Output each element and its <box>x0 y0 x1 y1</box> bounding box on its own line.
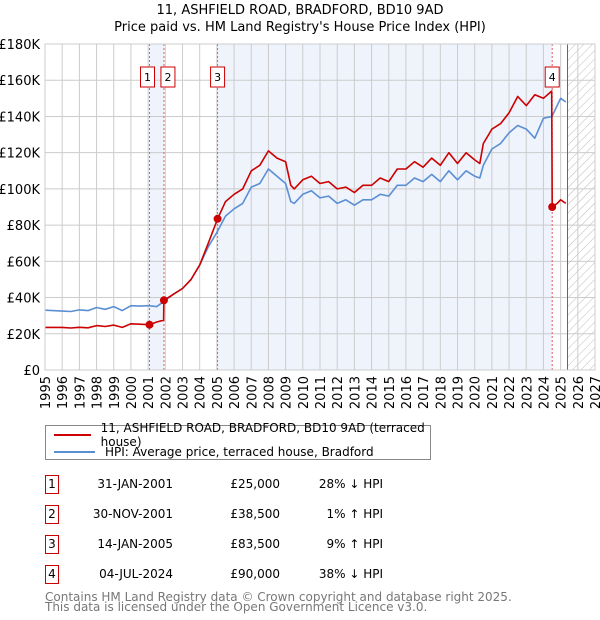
x-tick-label: 2025 <box>555 376 570 409</box>
sale-label: 2 <box>164 71 171 84</box>
sale-label: 4 <box>549 71 556 84</box>
y-tick-label: £40K <box>7 292 41 307</box>
transaction-date: 30-NOV-2001 <box>92 507 173 521</box>
legend-item-hpi: HPI: Average price, terraced house, Brad… <box>54 444 374 460</box>
legend-label-property: 11, ASHFIELD ROAD, BRADFORD, BD10 9AD (t… <box>100 421 425 449</box>
sale-label-box <box>140 66 155 88</box>
x-tick-label: 1998 <box>91 376 106 409</box>
x-tick-label: 2014 <box>366 376 381 409</box>
legend-item-property: 11, ASHFIELD ROAD, BRADFORD, BD10 9AD (t… <box>54 421 430 449</box>
sale-point <box>548 203 557 211</box>
x-tick-label: 2016 <box>400 376 415 409</box>
transaction-row: 2 30-NOV-2001 £38,500 1% ↑ HPI <box>45 505 445 525</box>
sale-period-shade <box>217 44 553 370</box>
x-tick-label: 1996 <box>56 376 71 409</box>
x-tick-label: 2003 <box>177 376 192 409</box>
transaction-price: £90,000 <box>230 567 280 581</box>
transaction-row: 3 14-JAN-2005 £83,500 9% ↑ HPI <box>45 535 445 555</box>
y-tick-label: £60K <box>7 255 41 270</box>
forecast-hatch <box>567 44 595 370</box>
legend-swatch-property <box>54 434 91 436</box>
x-tick-label: 1997 <box>73 376 88 409</box>
x-tick-label: 2027 <box>589 376 600 409</box>
transaction-hpi-diff: 28% ↓ HPI <box>318 477 383 491</box>
footer-licence: This data is licensed under the Open Gov… <box>45 600 428 614</box>
legend-label-hpi: HPI: Average price, terraced house, Brad… <box>105 445 374 459</box>
sale-point <box>145 320 154 329</box>
y-tick-label: £0 <box>23 364 40 379</box>
x-tick-label: 2023 <box>520 376 535 409</box>
price-chart: 1 2 3 4 £0 £20K £40K £60K £80K £100K £120K £140K £16… <box>0 38 600 409</box>
transaction-hpi-diff: 38% ↓ HPI <box>318 567 383 581</box>
x-tick-label: 2005 <box>211 376 226 409</box>
transaction-price: £25,000 <box>230 477 280 491</box>
sale-label: 3 <box>214 71 221 84</box>
x-tick-label: 2013 <box>348 376 363 409</box>
x-tick-label: 2010 <box>297 376 312 409</box>
x-tick-label: 2009 <box>280 376 295 409</box>
transaction-number: 2 <box>45 505 59 524</box>
chart-subtitle: Price paid vs. HM Land Registry's House … <box>114 20 486 35</box>
transaction-row: 4 04-JUL-2024 £90,000 38% ↓ HPI <box>45 565 445 585</box>
transaction-date: 14-JAN-2005 <box>97 537 173 551</box>
y-tick-label: £140K <box>0 110 40 125</box>
y-tick-label: £80K <box>7 219 41 234</box>
transaction-row: 1 31-JAN-2001 £25,000 28% ↓ HPI <box>45 475 445 495</box>
sale-label-box <box>160 66 176 88</box>
plot-border <box>44 43 596 371</box>
y-tick-label: £20K <box>7 328 41 343</box>
x-tick-label: 2006 <box>228 376 243 409</box>
chart-title: 11, ASHFIELD ROAD, BRADFORD, BD10 9AD <box>156 3 444 18</box>
x-tick-label: 2026 <box>572 376 587 409</box>
transaction-number: 1 <box>45 475 59 494</box>
x-tick-label: 2004 <box>194 376 209 409</box>
footer-copyright: Contains HM Land Registry data © Crown c… <box>45 590 512 604</box>
transaction-date: 31-JAN-2001 <box>97 477 173 491</box>
x-tick-label: 2022 <box>503 376 518 409</box>
y-tick-label: £100K <box>0 183 40 198</box>
transaction-price: £83,500 <box>230 537 280 551</box>
legend: 11, ASHFIELD ROAD, BRADFORD, BD10 9AD (t… <box>45 421 431 460</box>
x-tick-label: 2001 <box>142 376 157 409</box>
transaction-number: 4 <box>45 565 59 584</box>
transaction-hpi-diff: 1% ↑ HPI <box>326 507 383 521</box>
x-tick-label: 2015 <box>383 376 398 409</box>
sale-label: 1 <box>144 71 151 84</box>
hpi-line <box>44 97 567 313</box>
x-tick-label: 1995 <box>39 376 54 409</box>
transaction-date: 04-JUL-2024 <box>99 567 173 581</box>
transaction-number: 3 <box>45 535 59 554</box>
x-tick-label: 2017 <box>417 376 432 409</box>
x-tick-label: 2024 <box>537 376 552 409</box>
transaction-price: £38,500 <box>230 507 280 521</box>
sale-label-box <box>210 66 226 88</box>
x-tick-label: 2018 <box>434 376 449 409</box>
sale-label-box <box>544 66 560 88</box>
transaction-hpi-diff: 9% ↑ HPI <box>326 537 383 551</box>
y-tick-label: £160K <box>0 74 40 89</box>
x-tick-label: 1999 <box>108 376 123 409</box>
x-tick-label: 2020 <box>469 376 484 409</box>
x-tick-label: 2007 <box>245 376 260 409</box>
x-tick-label: 2008 <box>262 376 277 409</box>
sale-point <box>213 214 222 223</box>
y-tick-label: £120K <box>0 147 40 162</box>
y-tick-label: £180K <box>0 38 40 53</box>
sale-period-shade <box>149 44 164 370</box>
x-tick-label: 2019 <box>452 376 467 409</box>
x-tick-label: 2000 <box>125 376 140 409</box>
legend-swatch-hpi <box>54 451 95 453</box>
x-tick-label: 2002 <box>159 376 174 409</box>
x-tick-label: 2012 <box>331 376 346 409</box>
x-tick-label: 2011 <box>314 376 329 409</box>
sale-point <box>159 296 168 305</box>
x-tick-label: 2021 <box>486 376 501 409</box>
